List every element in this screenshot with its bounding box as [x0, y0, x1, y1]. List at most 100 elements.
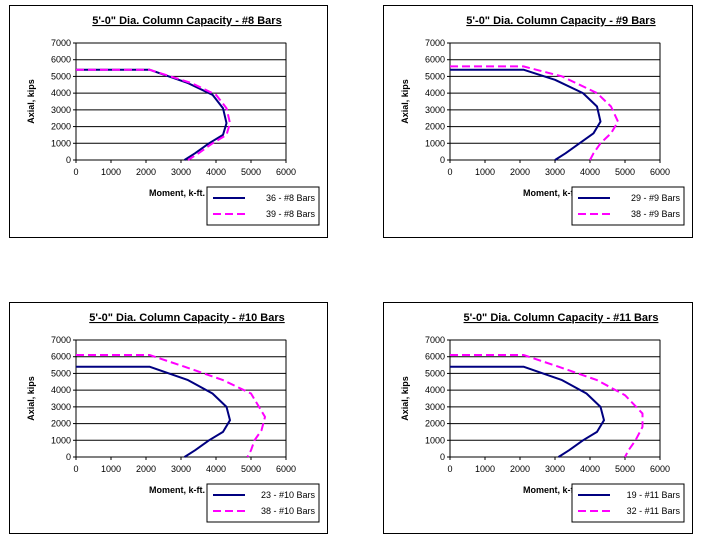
legend: 36 - #8 Bars 39 - #8 Bars: [206, 186, 320, 226]
series-line-1: [450, 68, 602, 161]
legend-label-1: 19 - #11 Bars: [627, 490, 681, 500]
series-line-1: [450, 365, 605, 458]
plot-area: [75, 339, 287, 458]
y-tick-label: 4000: [51, 88, 71, 98]
x-axis-label: Moment, k-ft.: [149, 485, 205, 495]
y-tick-label: 4000: [425, 385, 445, 395]
plot-area: [449, 42, 661, 161]
series-line-2: [76, 68, 231, 161]
y-tick-label: 3000: [425, 105, 445, 115]
y-axis-label: Axial, kips: [400, 79, 410, 124]
x-tick-label: 0: [73, 167, 78, 177]
chart-svg: 5'-0" Dia. Column Capacity - #9 Bars 0 100…: [400, 15, 685, 226]
x-tick-label: 5000: [615, 464, 635, 474]
x-tick-label: 5000: [241, 464, 261, 474]
legend: 29 - #9 Bars 38 - #9 Bars: [571, 186, 685, 226]
chart-svg: 5'-0" Dia. Column Capacity - #11 Bars 0 10…: [400, 312, 685, 523]
y-tick-label: 5000: [425, 368, 445, 378]
x-tick-label: 6000: [650, 167, 670, 177]
y-tick-label: 2000: [51, 419, 71, 429]
y-tick-label: 7000: [425, 38, 445, 48]
x-tick-label: 1000: [101, 464, 121, 474]
series-line-1: [76, 68, 228, 161]
y-tick-label: 7000: [425, 335, 445, 345]
y-tick-label: 6000: [425, 352, 445, 362]
y-tick-label: 4000: [425, 88, 445, 98]
x-tick-label: 2000: [136, 464, 156, 474]
series-line-1: [76, 365, 231, 458]
x-tick-label: 6000: [276, 167, 296, 177]
chart-title: 5'-0" Dia. Column Capacity - #9 Bars: [466, 15, 655, 27]
x-tick-label: 6000: [650, 464, 670, 474]
series-line-2: [450, 65, 619, 161]
y-tick-label: 0: [440, 155, 445, 165]
y-axis-label: Axial, kips: [26, 79, 36, 124]
legend-box: [571, 186, 685, 226]
y-tick-label: 2000: [51, 122, 71, 132]
y-tick-label: 1000: [425, 138, 445, 148]
y-tick-label: 7000: [51, 335, 71, 345]
y-tick-label: 3000: [425, 402, 445, 412]
y-tick-label: 5000: [51, 368, 71, 378]
plot-area: [75, 42, 287, 161]
x-tick-label: 0: [73, 464, 78, 474]
y-axis-label: Axial, kips: [26, 376, 36, 421]
y-tick-label: 3000: [51, 402, 71, 412]
y-tick-label: 4000: [51, 385, 71, 395]
x-tick-label: 0: [447, 167, 452, 177]
y-tick-label: 0: [66, 155, 71, 165]
x-tick-label: 0: [447, 464, 452, 474]
y-tick-label: 0: [66, 452, 71, 462]
legend-label-2: 38 - #9 Bars: [631, 209, 681, 219]
x-tick-label: 4000: [206, 167, 226, 177]
legend-box: [206, 483, 320, 523]
y-tick-label: 0: [440, 452, 445, 462]
y-tick-label: 5000: [425, 71, 445, 81]
x-tick-label: 4000: [580, 464, 600, 474]
x-axis-label: Moment, k-ft.: [523, 485, 579, 495]
legend-label-1: 23 - #10 Bars: [261, 490, 316, 500]
y-tick-label: 6000: [51, 352, 71, 362]
x-tick-label: 4000: [206, 464, 226, 474]
y-axis-label: Axial, kips: [400, 376, 410, 421]
x-axis-label: Moment, k-ft.: [523, 188, 579, 198]
x-tick-label: 5000: [615, 167, 635, 177]
chart-svg: 5'-0" Dia. Column Capacity - #10 Bars 0 10…: [26, 312, 320, 523]
chart-panel-11-bars: 5'-0" Dia. Column Capacity - #11 Bars 0 10…: [383, 302, 693, 534]
y-tick-label: 1000: [51, 435, 71, 445]
plot-area: [449, 339, 661, 458]
x-tick-label: 3000: [545, 167, 565, 177]
y-tick-label: 6000: [51, 55, 71, 65]
chart-panel-10-bars: 5'-0" Dia. Column Capacity - #10 Bars 0 10…: [9, 302, 328, 534]
x-tick-label: 2000: [510, 167, 530, 177]
y-tick-label: 7000: [51, 38, 71, 48]
y-tick-label: 1000: [51, 138, 71, 148]
legend-label-2: 32 - #11 Bars: [627, 506, 681, 516]
chart-panel-9-bars: 5'-0" Dia. Column Capacity - #9 Bars 0 100…: [383, 5, 693, 238]
legend-label-2: 38 - #10 Bars: [261, 506, 316, 516]
x-axis-label: Moment, k-ft.: [149, 188, 205, 198]
x-tick-label: 2000: [510, 464, 530, 474]
legend: 23 - #10 Bars 38 - #10 Bars: [206, 483, 320, 523]
y-tick-label: 5000: [51, 71, 71, 81]
legend-label-2: 39 - #8 Bars: [266, 209, 316, 219]
legend-label-1: 29 - #9 Bars: [631, 193, 681, 203]
x-tick-label: 2000: [136, 167, 156, 177]
x-tick-label: 6000: [276, 464, 296, 474]
x-tick-label: 3000: [171, 167, 191, 177]
chart-title: 5'-0" Dia. Column Capacity - #8 Bars: [92, 15, 281, 27]
y-tick-label: 2000: [425, 122, 445, 132]
legend: 19 - #11 Bars 32 - #11 Bars: [571, 483, 685, 523]
x-tick-label: 3000: [171, 464, 191, 474]
chart-panel-8-bars: 5'-0" Dia. Column Capacity - #8 Bars 0 100…: [9, 5, 328, 238]
x-tick-label: 5000: [241, 167, 261, 177]
y-tick-label: 2000: [425, 419, 445, 429]
y-tick-label: 6000: [425, 55, 445, 65]
series-line-2: [76, 354, 266, 458]
x-tick-label: 1000: [101, 167, 121, 177]
chart-svg: 5'-0" Dia. Column Capacity - #8 Bars 0 100…: [26, 15, 320, 226]
y-tick-label: 1000: [425, 435, 445, 445]
x-tick-label: 4000: [580, 167, 600, 177]
x-tick-label: 3000: [545, 464, 565, 474]
legend-box: [206, 186, 320, 226]
